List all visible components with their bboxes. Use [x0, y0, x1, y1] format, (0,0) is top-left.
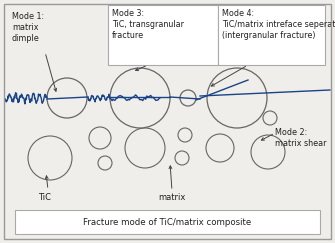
Circle shape — [89, 127, 111, 149]
Text: TiC: TiC — [38, 193, 51, 202]
Circle shape — [263, 111, 277, 125]
Text: Mode 3:
TiC, transgranular
fracture: Mode 3: TiC, transgranular fracture — [112, 9, 184, 40]
Circle shape — [28, 136, 72, 180]
Text: matrix: matrix — [158, 193, 185, 202]
Circle shape — [207, 68, 267, 128]
Bar — [15, 210, 320, 234]
Circle shape — [175, 151, 189, 165]
Text: Fracture mode of TiC/matrix composite: Fracture mode of TiC/matrix composite — [83, 217, 252, 226]
Circle shape — [47, 78, 87, 118]
Circle shape — [110, 68, 170, 128]
Circle shape — [178, 128, 192, 142]
Circle shape — [125, 128, 165, 168]
Circle shape — [206, 134, 234, 162]
Text: Mode 4:
TiC/matrix intreface seperation
(intergranular fracture): Mode 4: TiC/matrix intreface seperation … — [222, 9, 335, 40]
Bar — [218, 5, 325, 65]
Circle shape — [251, 135, 285, 169]
Text: Mode 1:
matrix
dimple: Mode 1: matrix dimple — [12, 12, 44, 43]
Circle shape — [98, 156, 112, 170]
Bar — [108, 5, 218, 65]
Circle shape — [180, 90, 196, 106]
Text: Mode 2:
matrix shear: Mode 2: matrix shear — [275, 128, 327, 148]
